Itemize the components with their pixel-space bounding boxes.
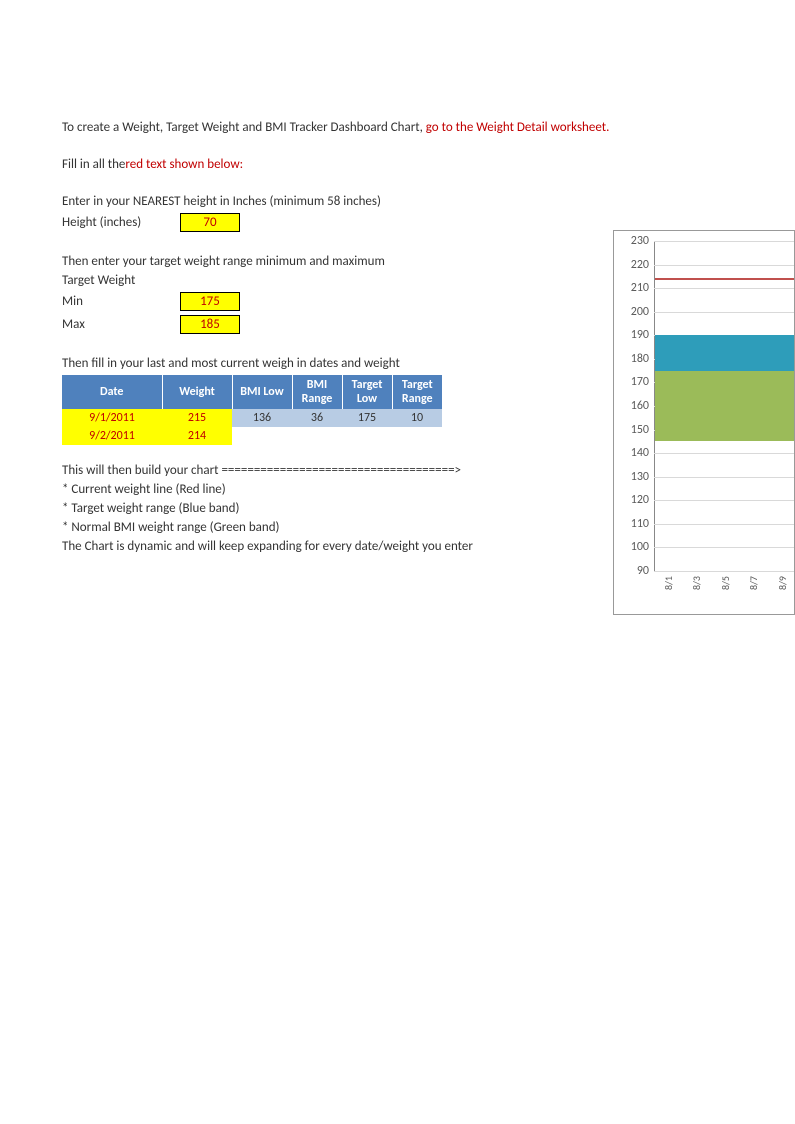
height-label: Height (inches) <box>62 215 177 230</box>
cell-bmilow <box>232 427 292 445</box>
y-tick-label: 120 <box>619 493 649 507</box>
y-tick-label: 100 <box>619 540 649 554</box>
x-tick-label: 8/7 <box>747 576 760 590</box>
cell-date[interactable]: 9/2/2011 <box>62 427 162 445</box>
cell-bmirange: 36 <box>292 409 342 427</box>
x-tick-label: 8/9 <box>776 576 789 590</box>
build-text: This will then build your chart <box>62 463 221 478</box>
y-tick-label: 110 <box>619 517 649 531</box>
min-label: Min <box>62 294 177 309</box>
th-date: Date <box>62 375 162 409</box>
max-label: Max <box>62 317 177 332</box>
grid-line <box>654 265 795 266</box>
x-tick-label: 8/1 <box>662 576 675 590</box>
th-target-range: Target Range <box>392 375 442 409</box>
th-bmi-low: BMI Low <box>232 375 292 409</box>
height-input[interactable]: 70 <box>180 213 240 232</box>
intro-line-2: Fill in all thered text shown below: <box>62 157 795 172</box>
x-tick-label: 8/5 <box>719 576 732 590</box>
grid-line <box>654 241 795 242</box>
cell-weight[interactable]: 215 <box>162 409 232 427</box>
intro-line-1: To create a Weight, Target Weight and BM… <box>62 120 795 135</box>
y-tick-label: 90 <box>619 564 649 578</box>
y-tick-label: 170 <box>619 375 649 389</box>
y-tick-label: 200 <box>619 305 649 319</box>
arrow-icon: ====================================> <box>221 463 461 478</box>
table-row: 9/1/2011 215 136 36 175 10 <box>62 409 442 427</box>
bmi-range-band <box>655 371 795 442</box>
x-axis-labels: 8/1 8/3 8/5 8/7 8/9 <box>654 566 794 596</box>
weigh-table: Date Weight BMI Low BMI Range Target Low… <box>62 375 442 445</box>
table-header-row: Date Weight BMI Low BMI Range Target Low… <box>62 375 442 409</box>
max-input[interactable]: 185 <box>180 315 240 334</box>
chart-plot-area: 2302202102001901801701601501401301201101… <box>654 241 795 571</box>
y-tick-label: 140 <box>619 446 649 460</box>
cell-targetrange: 10 <box>392 409 442 427</box>
intro-text-1: To create a Weight, Target Weight and BM… <box>62 120 426 135</box>
y-tick-label: 160 <box>619 399 649 413</box>
grid-line <box>654 312 795 313</box>
cell-targetlow: 175 <box>342 409 392 427</box>
y-tick-label: 150 <box>619 423 649 437</box>
intro-red-2: red text shown below: <box>125 157 243 172</box>
cell-targetlow <box>342 427 392 445</box>
cell-bmirange <box>292 427 342 445</box>
cell-date[interactable]: 9/1/2011 <box>62 409 162 427</box>
min-input[interactable]: 175 <box>180 292 240 311</box>
y-tick-label: 230 <box>619 234 649 248</box>
th-bmi-range: BMI Range <box>292 375 342 409</box>
cell-bmilow: 136 <box>232 409 292 427</box>
grid-line <box>654 524 795 525</box>
target-range-band <box>655 335 795 370</box>
grid-line <box>654 477 795 478</box>
cell-targetrange <box>392 427 442 445</box>
grid-line <box>654 288 795 289</box>
y-tick-label: 220 <box>619 258 649 272</box>
y-tick-label: 130 <box>619 470 649 484</box>
th-weight: Weight <box>162 375 232 409</box>
grid-line <box>654 500 795 501</box>
intro-red-1: go to the Weight Detail worksheet. <box>426 120 610 135</box>
cell-weight[interactable]: 214 <box>162 427 232 445</box>
y-tick-label: 190 <box>619 328 649 342</box>
table-row: 9/2/2011 214 <box>62 427 442 445</box>
grid-line <box>654 453 795 454</box>
current-weight-line <box>655 278 795 280</box>
x-tick-label: 8/3 <box>690 576 703 590</box>
th-target-low: Target Low <box>342 375 392 409</box>
intro-text-2: Fill in all the <box>62 157 125 172</box>
grid-line <box>654 547 795 548</box>
y-tick-label: 210 <box>619 281 649 295</box>
y-tick-label: 180 <box>619 352 649 366</box>
height-instruction: Enter in your NEAREST height in Inches (… <box>62 194 795 209</box>
weight-chart: 230 220 210 200 190 180 170 160 150 140 130 120 110 1… <box>613 230 795 615</box>
